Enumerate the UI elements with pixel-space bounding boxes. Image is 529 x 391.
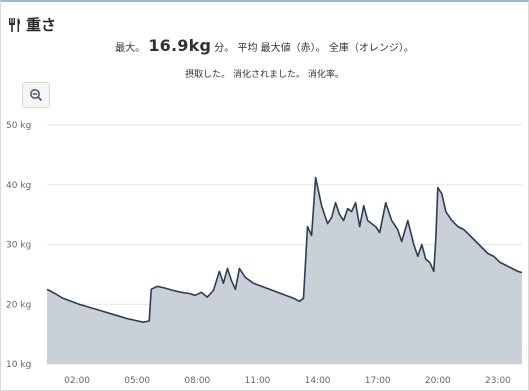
x-tick-label: 14:00 — [305, 376, 331, 386]
panel-header: 重さ — [8, 14, 56, 35]
x-axis: 02:00 05:00 08:00 11:00 14:00 17:00 20:00 23:00 — [64, 376, 511, 386]
y-tick-label: 50 kg — [6, 121, 31, 131]
zoom-out-icon — [30, 89, 43, 102]
x-tick-label: 23:00 — [485, 376, 511, 386]
x-tick-label: 11:00 — [244, 376, 270, 386]
series-area — [47, 177, 522, 364]
summary-line: 最大。 16.9kg 分。 平均 最大値（赤）。 全庫（オレンジ）。 — [0, 36, 529, 55]
zoom-out-button[interactable] — [22, 82, 50, 108]
max-value: 16.9kg — [148, 36, 212, 55]
summary-line-2: 摂取した。 消化されました。 消化率。 — [185, 70, 344, 80]
y-tick-label: 30 kg — [6, 241, 31, 251]
chart-series — [46, 176, 523, 364]
fork-knife-icon — [9, 17, 20, 32]
y-tick-label: 20 kg — [6, 300, 31, 310]
x-tick-label: 02:00 — [64, 376, 90, 386]
summary-prefix: 最大。 — [115, 43, 146, 54]
panel-title: 重さ — [26, 16, 57, 34]
x-tick-label: 17:00 — [365, 376, 391, 386]
summary-suffix: 分。 平均 最大値（赤）。 全庫（オレンジ）。 — [214, 43, 414, 54]
series-line — [46, 176, 523, 323]
y-tick-label: 10 kg — [6, 360, 31, 370]
y-tick-label: 40 kg — [6, 181, 31, 191]
y-axis: 10 kg 20 kg 30 kg 40 kg 50 kg — [6, 121, 31, 370]
x-tick-label: 08:00 — [184, 376, 210, 386]
x-tick-label: 20:00 — [425, 376, 451, 386]
x-tick-label: 05:00 — [124, 376, 150, 386]
